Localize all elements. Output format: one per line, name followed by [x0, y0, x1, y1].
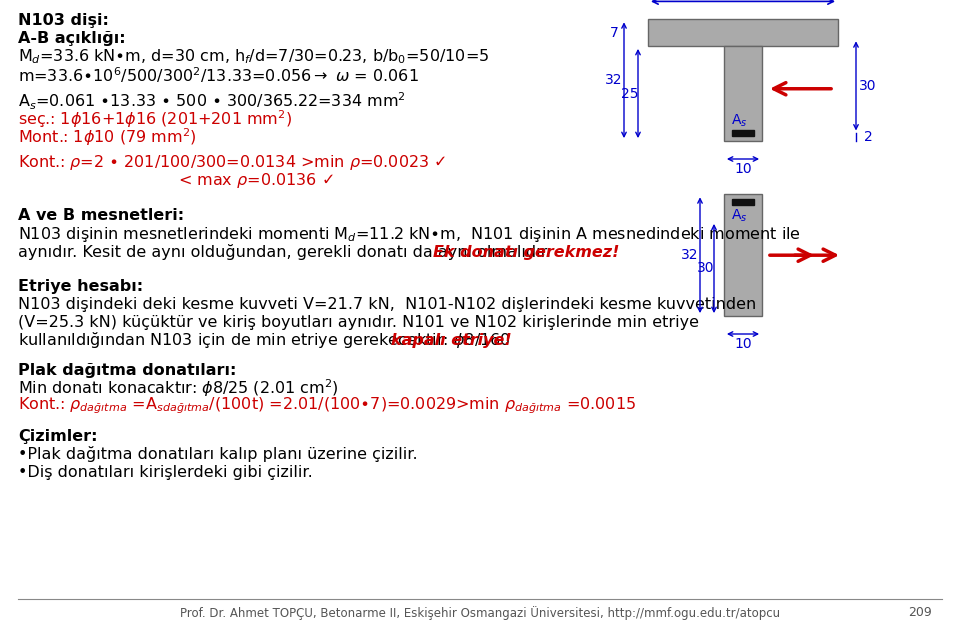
- Text: •Plak dağıtma donatıları kalıp planı üzerine çizilir.: •Plak dağıtma donatıları kalıp planı üze…: [18, 446, 418, 462]
- Text: Plak dağıtma donatıları:: Plak dağıtma donatıları:: [18, 362, 236, 377]
- Text: M$_d$=33.6 kN$\bullet$m, d=30 cm, h$_f$/d=7/30=0.23, b/b$_0$=50/10=5: M$_d$=33.6 kN$\bullet$m, d=30 cm, h$_f$/…: [18, 48, 490, 66]
- Text: 7: 7: [610, 26, 618, 40]
- Text: 25: 25: [621, 86, 638, 100]
- Text: 10: 10: [734, 162, 752, 176]
- Polygon shape: [724, 46, 762, 141]
- Text: N103 dişinin mesnetlerindeki momenti M$_d$=11.2 kN$\bullet$m,  N101 dişinin A me: N103 dişinin mesnetlerindeki momenti M$_…: [18, 225, 801, 244]
- Text: kullanıldığından N103 için de min etriye gerekecektir: $\phi$8/160: kullanıldığından N103 için de min etriye…: [18, 330, 512, 350]
- Text: (V=25.3 kN) küçüktür ve kiriş boyutları aynıdır. N101 ve N102 kirişlerinde min e: (V=25.3 kN) küçüktür ve kiriş boyutları …: [18, 314, 699, 329]
- Text: A ve B mesnetleri:: A ve B mesnetleri:: [18, 208, 184, 223]
- Polygon shape: [724, 194, 762, 316]
- Text: Min donatı konacaktır: $\phi$8/25 (2.01 cm$^2$): Min donatı konacaktır: $\phi$8/25 (2.01 …: [18, 377, 339, 399]
- Polygon shape: [732, 131, 755, 136]
- Text: 209: 209: [908, 606, 932, 620]
- Text: Kont.: $\rho_{dağıtma}$ =A$_{sdağıtma}$/(100t) =2.01/(100$\bullet$7)=0.0029>min : Kont.: $\rho_{dağıtma}$ =A$_{sdağıtma}$/…: [18, 396, 636, 416]
- Text: A$_s$: A$_s$: [731, 208, 747, 224]
- Text: Mont.: 1$\phi$10 (79 mm$^2$): Mont.: 1$\phi$10 (79 mm$^2$): [18, 126, 197, 148]
- Text: m=33.6$\bullet$10$^6$/500/300$^2$/13.33=0.056$\rightarrow$ $\omega$ = 0.061: m=33.6$\bullet$10$^6$/500/300$^2$/13.33=…: [18, 65, 419, 85]
- Text: 32: 32: [682, 248, 699, 262]
- Text: •Diş donatıları kirişlerdeki gibi çizilir.: •Diş donatıları kirişlerdeki gibi çizili…: [18, 464, 313, 480]
- Text: 30: 30: [859, 79, 876, 93]
- Text: Etriye hesabı:: Etriye hesabı:: [18, 278, 143, 293]
- Text: N103 dişi:: N103 dişi:: [18, 13, 108, 28]
- Text: < max $\rho$=0.0136 $\checkmark$: < max $\rho$=0.0136 $\checkmark$: [178, 172, 334, 191]
- Text: Kont.: $\rho$=2 $\bullet$ 201/100/300=0.0134 >min $\rho$=0.0023 $\checkmark$: Kont.: $\rho$=2 $\bullet$ 201/100/300=0.…: [18, 153, 446, 172]
- Text: 32: 32: [605, 73, 623, 87]
- Text: 10: 10: [734, 337, 752, 351]
- Text: aynıdır. Kesit de aynı olduğundan, gerekli donatı da aynı olmalıdır.: aynıdır. Kesit de aynı olduğundan, gerek…: [18, 244, 556, 260]
- Text: Çizimler:: Çizimler:: [18, 428, 98, 444]
- Text: A$_s$=0.061 $\bullet$13.33 $\bullet$ 500 $\bullet$ 300/365.22=334 mm$^2$: A$_s$=0.061 $\bullet$13.33 $\bullet$ 500…: [18, 90, 406, 112]
- Text: A$_s$: A$_s$: [731, 112, 747, 129]
- Text: Prof. Dr. Ahmet TOPÇU, Betonarme II, Eskişehir Osmangazi Üniversitesi, http://mm: Prof. Dr. Ahmet TOPÇU, Betonarme II, Esk…: [180, 606, 780, 620]
- Text: A-B açıklığı:: A-B açıklığı:: [18, 32, 126, 47]
- Text: Ek donatı gerekmez!: Ek donatı gerekmez!: [433, 244, 619, 259]
- Polygon shape: [732, 199, 755, 205]
- Text: 2: 2: [864, 130, 873, 144]
- Text: kapalı etriye!: kapalı etriye!: [391, 333, 512, 348]
- Text: 30: 30: [697, 261, 715, 276]
- Text: seç.: 1$\phi$16+1$\phi$16 (201+201 mm$^2$): seç.: 1$\phi$16+1$\phi$16 (201+201 mm$^2…: [18, 108, 292, 130]
- Text: N103 dişindeki deki kesme kuvveti V=21.7 kN,  N101-N102 dişlerindeki kesme kuvve: N103 dişindeki deki kesme kuvveti V=21.7…: [18, 297, 756, 312]
- Polygon shape: [648, 20, 838, 46]
